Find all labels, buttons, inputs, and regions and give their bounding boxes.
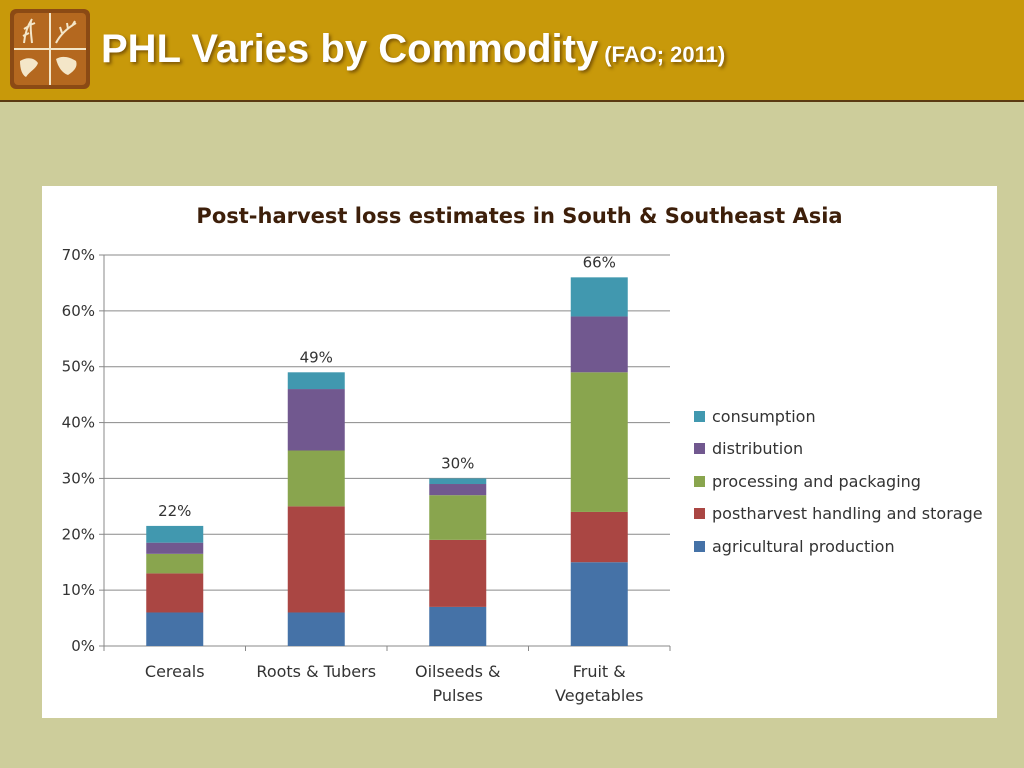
y-tick-label: 20%: [62, 525, 95, 543]
legend-swatch: [694, 508, 705, 520]
y-tick-label: 60%: [62, 302, 95, 320]
chart-legend: consumption distribution processing and pa…: [694, 400, 983, 563]
title-source: (FAO; 2011): [604, 42, 726, 67]
y-tick-label: 50%: [62, 358, 95, 376]
legend-label: distribution: [712, 439, 804, 459]
bar-total-label: 49%: [300, 348, 333, 366]
bar-segment: [146, 553, 204, 574]
legend-label: consumption: [712, 406, 816, 426]
bar-segment: [287, 612, 345, 646]
legend-item: consumption: [694, 400, 983, 433]
legend-item: agricultural production: [694, 530, 983, 563]
slide-header: PHL Varies by Commodity (FAO; 2011): [0, 0, 1024, 102]
bar-segment: [429, 478, 487, 485]
legend-label: postharvest handling and storage: [712, 504, 983, 524]
bar-segment: [287, 389, 345, 451]
bar-segment: [429, 539, 487, 607]
y-tick-label: 10%: [62, 581, 95, 599]
x-category-label: Pulses: [433, 686, 483, 705]
x-category-label: Fruit &: [573, 662, 626, 681]
bar-segment: [146, 612, 204, 646]
y-tick-label: 40%: [62, 414, 95, 432]
x-category-label: Vegetables: [555, 686, 643, 705]
stacked-bar-chart: 0% 10% 20% 30% 40% 50% 60% 70% 22% Cereals 49% Root…: [62, 246, 671, 705]
bar-segment: [570, 511, 628, 563]
legend-item: processing and packaging: [694, 465, 983, 498]
chart-title: Post-harvest loss estimates in South & S…: [196, 204, 843, 228]
y-tick-label: 30%: [62, 469, 95, 487]
bar-segment: [146, 573, 204, 613]
bar-total-label: 22%: [158, 502, 191, 520]
bar-segment: [146, 542, 204, 554]
legend-item: distribution: [694, 433, 983, 466]
bar-segment: [570, 372, 628, 512]
bar-segment: [429, 495, 487, 540]
legend-swatch: [694, 540, 705, 552]
legend-label: agricultural production: [712, 536, 895, 556]
y-tick-label: 0%: [71, 637, 95, 655]
legend-swatch: [694, 410, 705, 422]
bar-segment: [570, 562, 628, 646]
bar-segment: [287, 372, 345, 390]
bar-segment: [429, 606, 487, 646]
bar-segment: [146, 525, 204, 543]
world-map-crop-logo-icon: [10, 9, 90, 89]
slide-title: PHL Varies by Commodity (FAO; 2011): [101, 27, 725, 72]
x-category-label: Roots & Tubers: [256, 662, 376, 681]
legend-label: processing and packaging: [712, 471, 921, 491]
legend-item: postharvest handling and storage: [694, 498, 983, 531]
legend-swatch: [694, 475, 705, 487]
bar-segment: [429, 484, 487, 496]
bar-total-label: 66%: [583, 253, 616, 271]
x-category-label: Oilseeds &: [415, 662, 501, 681]
bar-segment: [287, 506, 345, 613]
bar-segment: [287, 450, 345, 507]
x-category-label: Cereals: [145, 662, 205, 681]
bar-segment: [570, 277, 628, 317]
legend-swatch: [694, 443, 705, 455]
chart-panel: 0% 10% 20% 30% 40% 50% 60% 70% 22% Cereals 49% Root…: [42, 186, 997, 718]
y-tick-label: 70%: [62, 246, 95, 264]
bar-segment: [570, 316, 628, 373]
bar-total-label: 30%: [441, 454, 474, 472]
title-main: PHL Varies by Commodity: [101, 27, 599, 71]
